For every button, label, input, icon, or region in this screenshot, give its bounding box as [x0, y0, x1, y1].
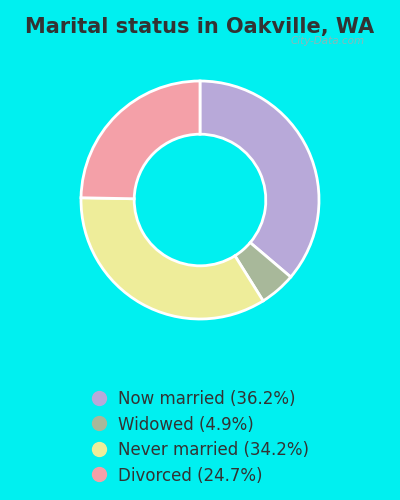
Text: City-Data.com: City-Data.com — [290, 36, 364, 46]
Text: Marital status in Oakville, WA: Marital status in Oakville, WA — [26, 18, 374, 38]
Legend: Now married (36.2%), Widowed (4.9%), Never married (34.2%), Divorced (24.7%): Now married (36.2%), Widowed (4.9%), Nev… — [83, 382, 317, 493]
Wedge shape — [81, 81, 200, 199]
Wedge shape — [200, 81, 319, 277]
Wedge shape — [235, 242, 291, 301]
Wedge shape — [81, 198, 263, 319]
